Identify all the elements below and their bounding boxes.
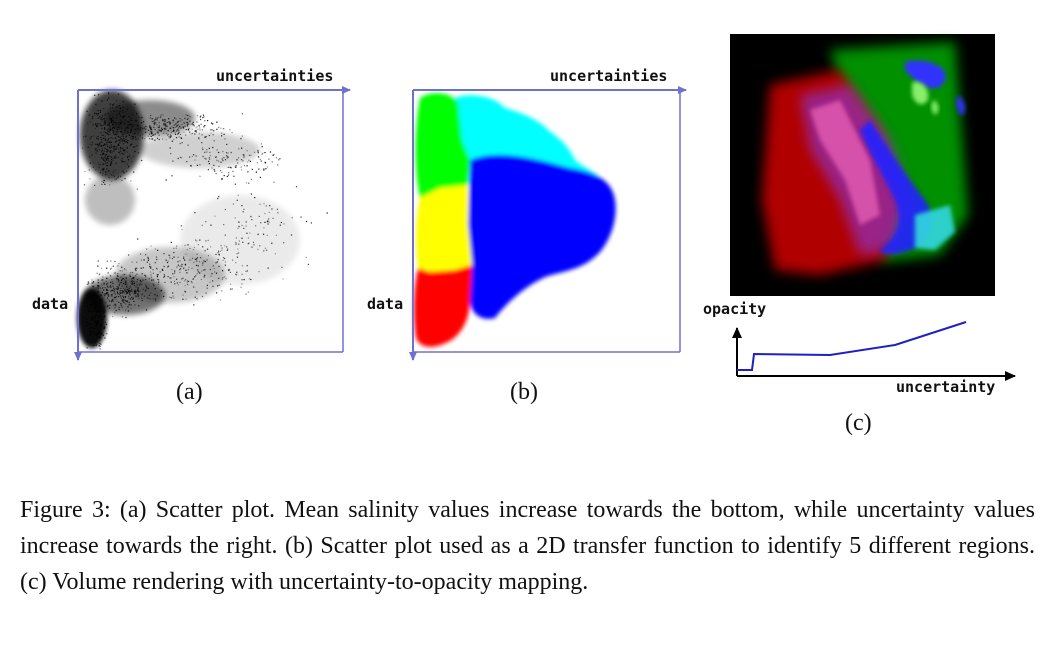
panel-c-sublabel: (c) [845,410,872,436]
panel-c-y-axis-label: opacity [703,300,766,318]
panel-c-x-axis-label: uncertainty [896,378,995,396]
figure-caption: Figure 3: (a) Scatter plot. Mean salinit… [20,497,1035,595]
scatter-points [82,92,328,350]
opacity-curve [737,321,967,371]
panel-a-x-axis-label: uncertainties [216,67,333,85]
scatter-density-clusters [77,90,300,348]
volume-rendering-image [762,42,968,275]
region-green [415,93,470,198]
region-yellow [415,185,472,272]
scatter-plot-panel-a: uncertainties data [32,67,351,361]
panel-b-sublabel: (b) [510,379,538,405]
panel-a-y-axis-label: data [32,295,68,313]
figure-3: uncertainties data uncertainties data [32,34,1016,396]
transfer-function-regions [413,93,616,347]
panel-b-y-axis-label: data [367,295,403,313]
region-red [413,265,472,347]
region-blue [468,154,616,319]
panel-b-x-axis-label: uncertainties [550,67,667,85]
transfer-function-panel-b: uncertainties data [367,67,687,361]
panel-a-sublabel: (a) [176,379,203,405]
volume-rendering-panel-c: opacity uncertainty [703,34,1016,396]
